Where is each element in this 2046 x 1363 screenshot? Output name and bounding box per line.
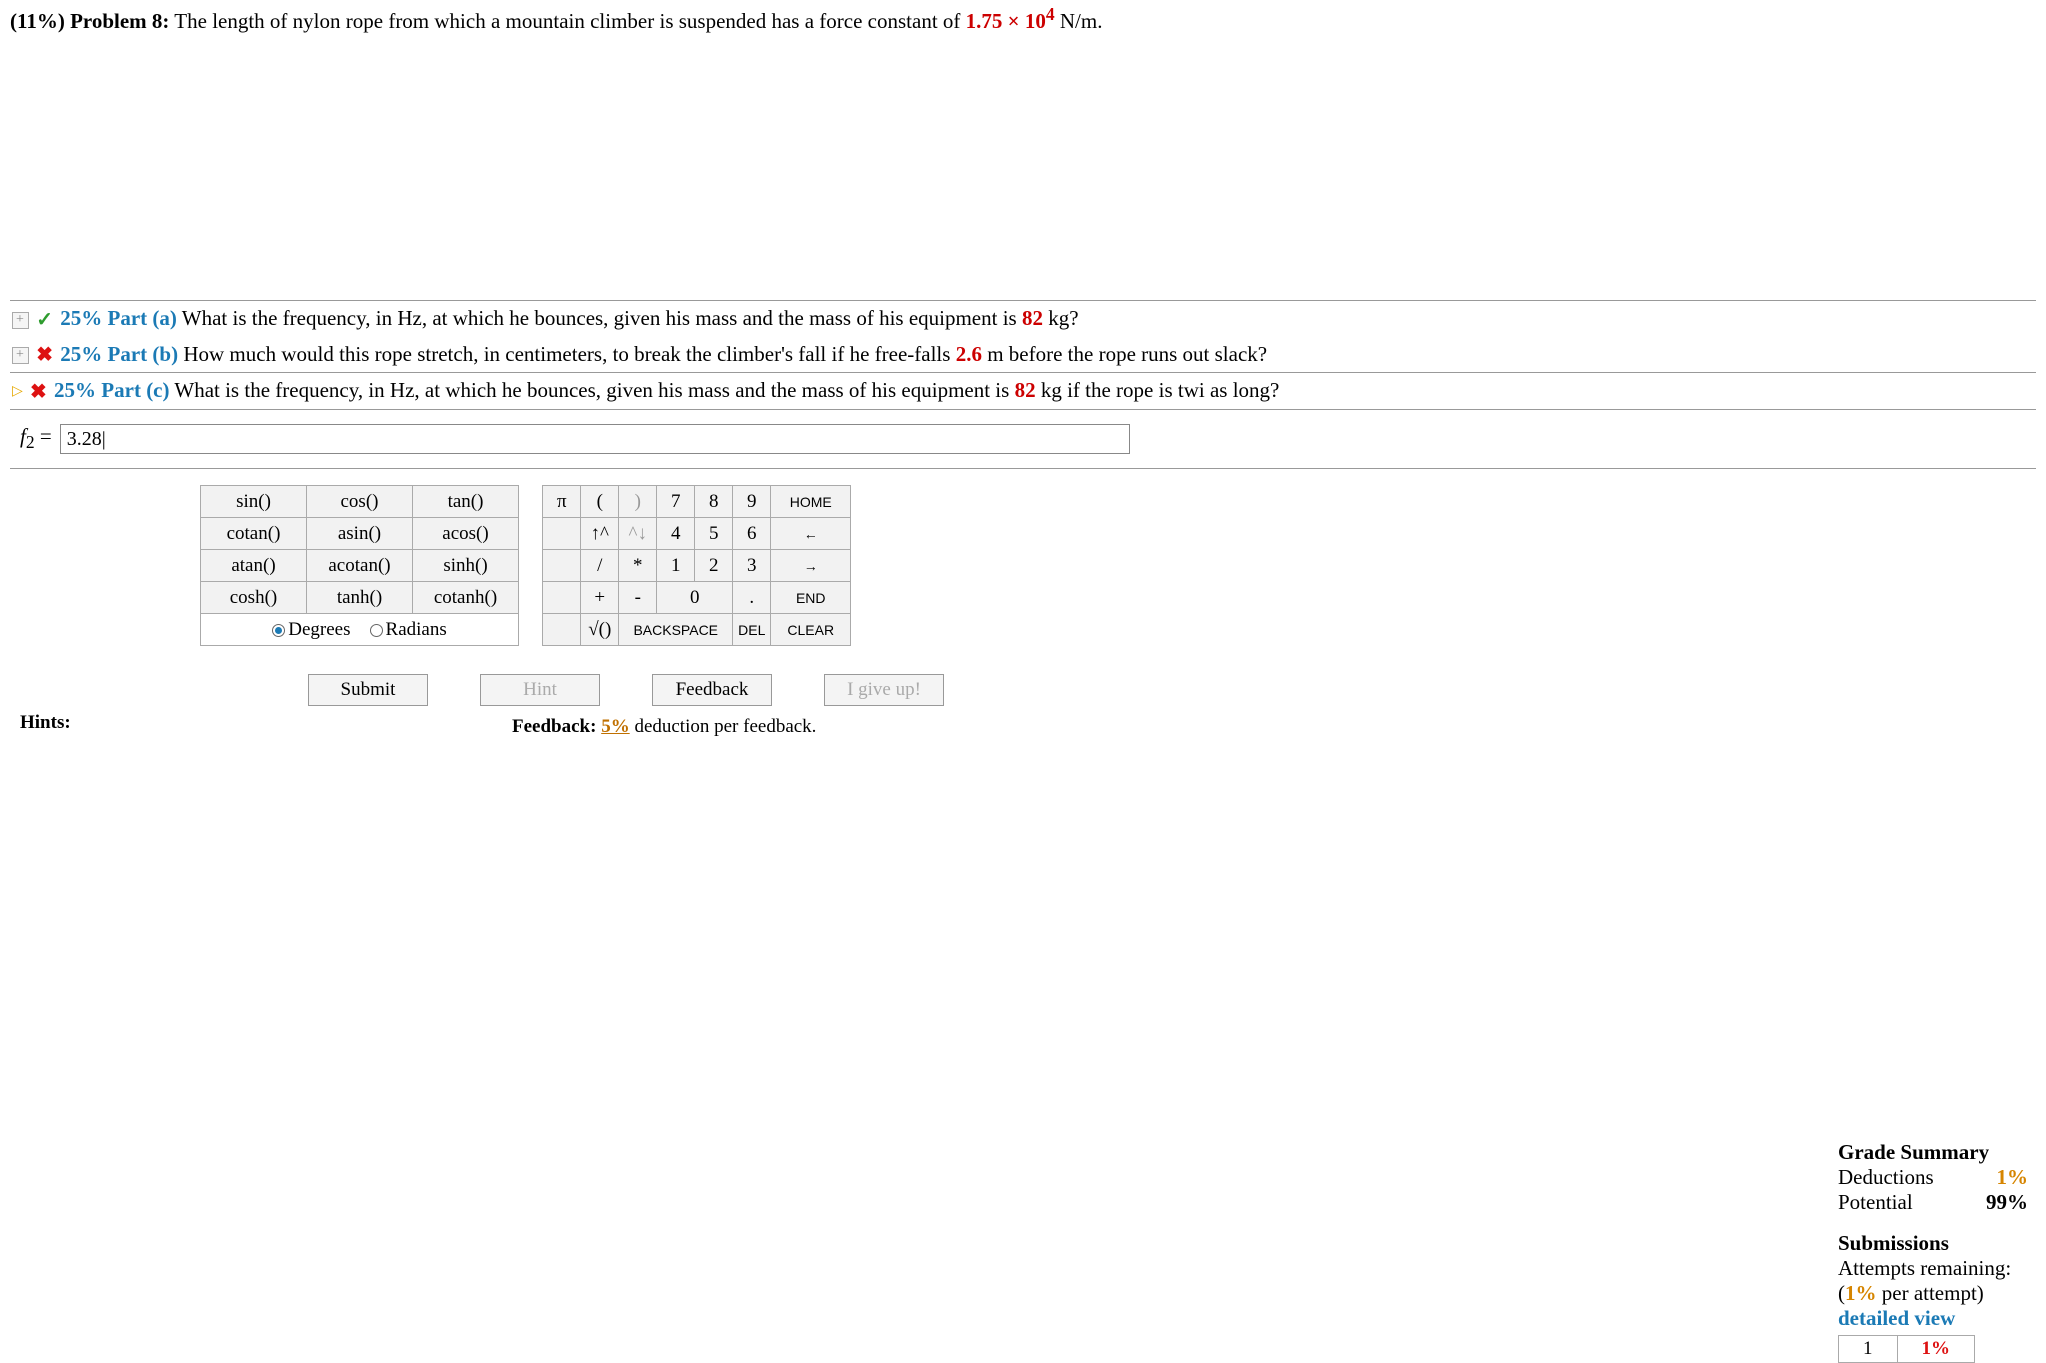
key-star[interactable]: *	[619, 550, 657, 582]
problem-prefix: (11%) Problem 8:	[10, 9, 169, 33]
fn-cosh[interactable]: cosh()	[201, 582, 307, 614]
fn-tan[interactable]: tan()	[413, 486, 519, 518]
submissions-title: Submissions	[1838, 1231, 2028, 1256]
key-dot[interactable]: .	[733, 582, 771, 614]
expand-icon[interactable]: +	[12, 347, 29, 364]
fn-tanh[interactable]: tanh()	[307, 582, 413, 614]
angle-mode[interactable]: Degrees Radians	[201, 614, 519, 646]
x-icon: ✖	[36, 344, 53, 366]
key-4[interactable]: 4	[657, 518, 695, 550]
key-1[interactable]: 1	[657, 550, 695, 582]
numeric-keys: π ( ) 7 8 9 HOME ↑^ ^↓ 4 5 6 ← / *	[542, 485, 851, 646]
detailed-view-link[interactable]: detailed view	[1838, 1306, 2028, 1331]
key-6[interactable]: 6	[733, 518, 771, 550]
key-rparen[interactable]: )	[619, 486, 657, 518]
key-8[interactable]: 8	[695, 486, 733, 518]
radio-degrees-icon[interactable]	[272, 624, 285, 637]
part-a-label: 25% Part (a)	[60, 306, 177, 330]
hint-button[interactable]: Hint	[480, 674, 600, 706]
key-9[interactable]: 9	[733, 486, 771, 518]
fn-acos[interactable]: acos()	[413, 518, 519, 550]
answer-input[interactable]	[60, 424, 1130, 454]
hints-label: Hints:	[20, 712, 71, 734]
key-slash[interactable]: /	[581, 550, 619, 582]
key-pi[interactable]: π	[543, 486, 581, 518]
key-end[interactable]: END	[771, 582, 851, 614]
grade-panel: Grade Summary Deductions1% Potential99% …	[1808, 1140, 2028, 1363]
expand-icon[interactable]: +	[12, 312, 29, 329]
submissions-table: 11%	[1838, 1335, 1975, 1363]
key-sqrt[interactable]: √()	[581, 614, 619, 646]
key-blank4[interactable]	[543, 614, 581, 646]
key-0[interactable]: 0	[657, 582, 733, 614]
fn-cotanh[interactable]: cotanh()	[413, 582, 519, 614]
triangle-icon[interactable]: ▷	[12, 384, 23, 399]
submit-button[interactable]: Submit	[308, 674, 428, 706]
blank-area	[10, 40, 2036, 300]
key-left[interactable]: ←	[771, 518, 851, 550]
answer-row: f2 =	[10, 409, 2036, 468]
fn-asin[interactable]: asin()	[307, 518, 413, 550]
radio-radians-icon[interactable]	[370, 624, 383, 637]
key-2[interactable]: 2	[695, 550, 733, 582]
key-7[interactable]: 7	[657, 486, 695, 518]
key-caret-dn[interactable]: ^↓	[619, 518, 657, 550]
key-blank2[interactable]	[543, 550, 581, 582]
key-minus[interactable]: -	[619, 582, 657, 614]
feedback-button[interactable]: Feedback	[652, 674, 772, 706]
key-3[interactable]: 3	[733, 550, 771, 582]
fn-sin[interactable]: sin()	[201, 486, 307, 518]
key-clear[interactable]: CLEAR	[771, 614, 851, 646]
keypad: sin()cos()tan() cotan()asin()acos() atan…	[200, 485, 2036, 738]
part-b-row: + ✖ 25% Part (b) How much would this rop…	[10, 337, 2036, 373]
part-a-row: + ✓ 25% Part (a) What is the frequency, …	[10, 300, 2036, 337]
key-5[interactable]: 5	[695, 518, 733, 550]
part-b-label: 25% Part (b)	[60, 342, 178, 366]
fn-cos[interactable]: cos()	[307, 486, 413, 518]
x-icon: ✖	[30, 381, 47, 403]
key-blank[interactable]	[543, 518, 581, 550]
check-icon: ✓	[36, 309, 53, 331]
key-blank3[interactable]	[543, 582, 581, 614]
key-backspace[interactable]: BACKSPACE	[619, 614, 733, 646]
fn-cotan[interactable]: cotan()	[201, 518, 307, 550]
key-del[interactable]: DEL	[733, 614, 771, 646]
key-home[interactable]: HOME	[771, 486, 851, 518]
problem-statement: (11%) Problem 8: The length of nylon rop…	[10, 4, 2036, 34]
fn-sinh[interactable]: sinh()	[413, 550, 519, 582]
key-caret-up[interactable]: ↑^	[581, 518, 619, 550]
part-c-row: ▷ ✖ 25% Part (c) What is the frequency, …	[10, 372, 2036, 409]
feedback-note: Feedback: 5% deduction per feedback.	[512, 716, 2036, 738]
key-right[interactable]: →	[771, 550, 851, 582]
part-c-label: 25% Part (c)	[54, 378, 169, 402]
grade-summary-title: Grade Summary	[1838, 1140, 2028, 1165]
fn-acotan[interactable]: acotan()	[307, 550, 413, 582]
fn-atan[interactable]: atan()	[201, 550, 307, 582]
key-plus[interactable]: +	[581, 582, 619, 614]
giveup-button[interactable]: I give up!	[824, 674, 944, 706]
function-keys: sin()cos()tan() cotan()asin()acos() atan…	[200, 485, 519, 646]
key-lparen[interactable]: (	[581, 486, 619, 518]
